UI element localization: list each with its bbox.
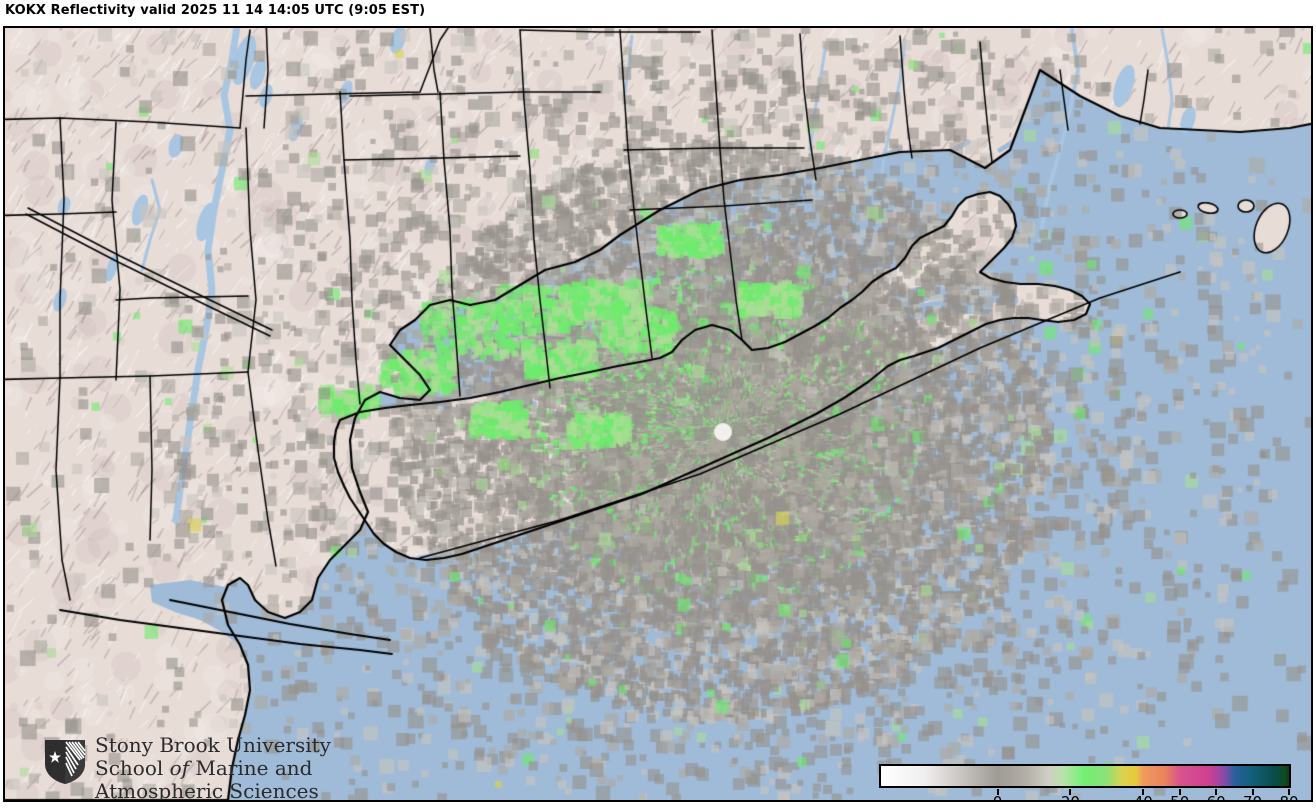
colorbar-gradient <box>879 764 1291 788</box>
colorbar-tick <box>996 789 999 795</box>
colorbar-tick-label-20: 20 <box>1060 793 1080 802</box>
colorbar-tick <box>1215 789 1218 795</box>
colorbar-tick <box>1069 789 1072 795</box>
radar-map-canvas[interactable] <box>5 28 1311 800</box>
colorbar-tick-label-40: 40 <box>1133 793 1153 802</box>
colorbar-tick-labels: 0 20 40 50 60 70 80 <box>879 789 1299 802</box>
colorbar-tick <box>1288 789 1290 795</box>
colorbar-tick <box>1178 789 1181 795</box>
colorbar-tick-label-80: 80 <box>1279 793 1299 802</box>
colorbar-tick <box>1251 789 1254 795</box>
colorbar-tick-label-60: 60 <box>1206 793 1226 802</box>
radar-map-frame[interactable]: Stony Brook University School of Marine … <box>3 26 1313 802</box>
page-title: KOKX Reflectivity valid 2025 11 14 14:05… <box>5 3 426 18</box>
reflectivity-colorbar[interactable]: 0 20 40 50 60 70 80 <box>879 764 1299 802</box>
colorbar-tick-label-0: 0 <box>992 793 1003 802</box>
colorbar-tick-label-50: 50 <box>1170 793 1190 802</box>
colorbar-tick <box>1142 789 1145 795</box>
colorbar-tick-label-70: 70 <box>1243 793 1263 802</box>
